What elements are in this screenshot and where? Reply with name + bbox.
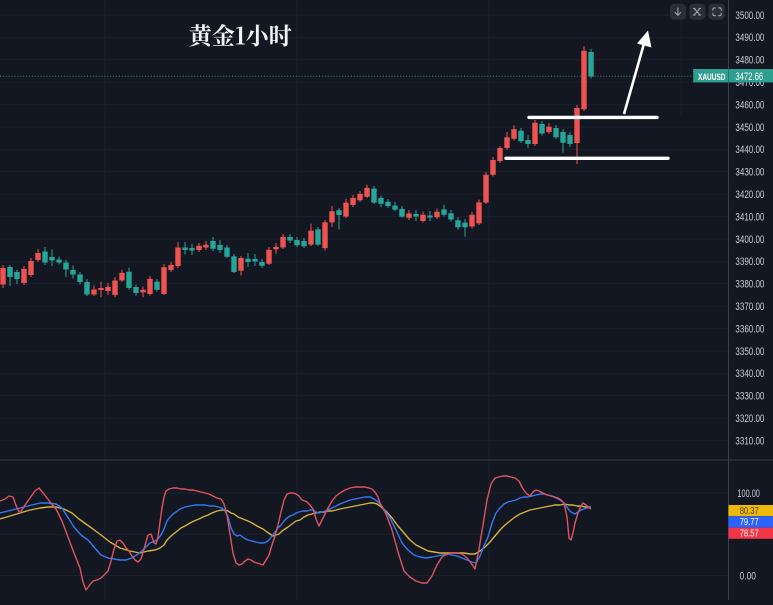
svg-text:3430.00: 3430.00 (735, 167, 764, 179)
svg-text:79.77: 79.77 (740, 517, 759, 528)
svg-text:78.57: 78.57 (740, 528, 759, 539)
svg-text:100.00: 100.00 (737, 488, 760, 500)
svg-text:XAUUSD: XAUUSD (698, 72, 726, 83)
svg-text:3490.00: 3490.00 (735, 32, 764, 44)
svg-text:3480.00: 3480.00 (735, 55, 764, 67)
svg-text:3460.00: 3460.00 (735, 99, 764, 111)
svg-text:3500.00: 3500.00 (735, 10, 764, 22)
svg-text:3420.00: 3420.00 (735, 189, 764, 201)
svg-text:0.00: 0.00 (740, 570, 757, 582)
svg-text:3380.00: 3380.00 (735, 279, 764, 291)
svg-text:3330.00: 3330.00 (735, 391, 764, 403)
svg-text:3440.00: 3440.00 (735, 144, 764, 156)
svg-text:3370.00: 3370.00 (735, 301, 764, 313)
svg-text:3320.00: 3320.00 (735, 413, 764, 425)
svg-text:3310.00: 3310.00 (735, 435, 764, 447)
svg-text:3390.00: 3390.00 (735, 256, 764, 268)
svg-text:3360.00: 3360.00 (735, 323, 764, 335)
svg-text:3410.00: 3410.00 (735, 211, 764, 223)
svg-text:3472.66: 3472.66 (735, 71, 763, 83)
svg-text:3340.00: 3340.00 (735, 368, 764, 380)
svg-text:3400.00: 3400.00 (735, 234, 764, 246)
svg-text:80.37: 80.37 (740, 506, 759, 517)
svg-text:3450.00: 3450.00 (735, 122, 764, 134)
svg-text:3350.00: 3350.00 (735, 346, 764, 358)
